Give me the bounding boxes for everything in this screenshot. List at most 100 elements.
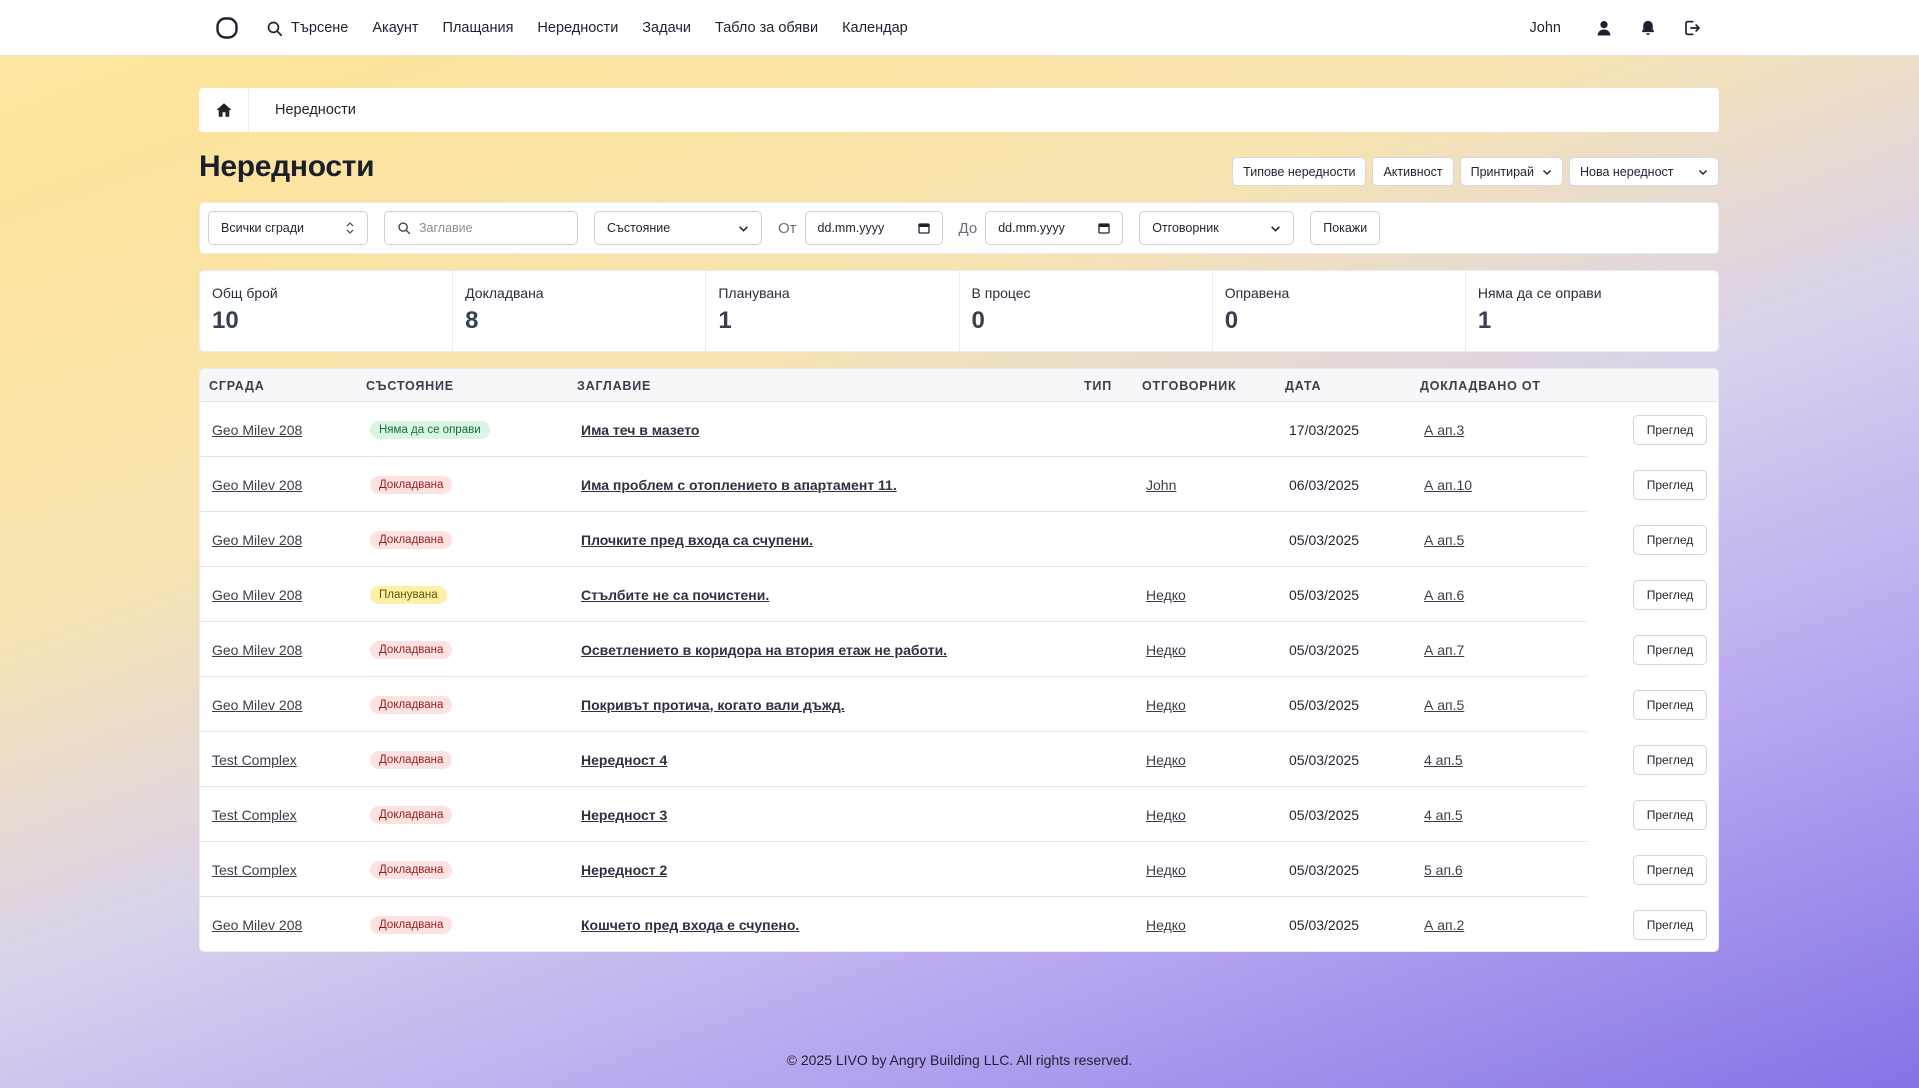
user-icon[interactable]	[1593, 17, 1615, 39]
view-button[interactable]: Преглед	[1633, 745, 1707, 775]
reported-by-link[interactable]: А ап.10	[1424, 476, 1473, 493]
to-date-input[interactable]: dd.mm.yyyy	[985, 211, 1124, 245]
building-link[interactable]: Geo Milev 208	[212, 696, 303, 713]
column-header-reported-by[interactable]: ДОКЛАДВАНО ОТ	[1420, 379, 1541, 393]
column-header-status[interactable]: СЪСТОЯНИЕ	[366, 379, 454, 393]
nav-item-calendar[interactable]: Календар	[842, 20, 908, 36]
reported-by-link[interactable]: А ап.6	[1424, 586, 1465, 603]
building-select-value: Всички сгради	[221, 221, 304, 235]
nav-search[interactable]: Търсене	[266, 20, 348, 37]
responsible-link[interactable]: Недко	[1146, 751, 1186, 768]
issue-title-link[interactable]: Има проблем с отоплението в апартамент 1…	[581, 476, 897, 493]
view-button[interactable]: Преглед	[1633, 855, 1707, 885]
column-header-title[interactable]: ЗАГЛАВИЕ	[577, 379, 652, 393]
reported-by-link[interactable]: А ап.3	[1424, 421, 1465, 438]
status-badge: Докладвана	[370, 860, 453, 879]
building-link[interactable]: Geo Milev 208	[212, 641, 303, 658]
responsible-select[interactable]: Отговорник	[1139, 211, 1295, 245]
reported-by-link[interactable]: 4 ап.5	[1424, 751, 1463, 768]
logout-icon[interactable]	[1681, 17, 1703, 39]
from-date-input[interactable]: dd.mm.yyyy	[804, 211, 943, 245]
app-logo-icon[interactable]	[215, 16, 239, 40]
nav-item-issues[interactable]: Нередности	[537, 20, 619, 36]
chevron-down-icon	[739, 225, 748, 232]
nav-item-tasks[interactable]: Задачи	[642, 20, 691, 36]
status-badge: Докладвана	[370, 475, 453, 494]
breadcrumb-current: Нередности	[275, 102, 356, 118]
view-button[interactable]: Преглед	[1633, 470, 1707, 500]
print-button[interactable]: Принтирай	[1459, 157, 1563, 186]
reported-by-link[interactable]: А ап.5	[1424, 696, 1465, 713]
table-row: Geo Milev 208 Докладвана Има проблем с ото…	[200, 457, 1718, 512]
activity-button[interactable]: Активност	[1372, 157, 1454, 186]
building-link[interactable]: Geo Milev 208	[212, 476, 303, 493]
user-name[interactable]: John	[1529, 20, 1561, 36]
status-select[interactable]: Състояние	[594, 211, 762, 245]
column-header-responsible[interactable]: ОТГОВОРНИК	[1142, 379, 1237, 393]
reported-by-link[interactable]: А ап.7	[1424, 641, 1465, 658]
issue-title-link[interactable]: Стълбите не са почистени.	[581, 586, 770, 603]
view-button[interactable]: Преглед	[1633, 635, 1707, 665]
status-badge: Докладвана	[370, 805, 453, 824]
nav-item-payments[interactable]: Плащания	[442, 20, 514, 36]
row-divider	[200, 731, 1587, 732]
view-button[interactable]: Преглед	[1633, 415, 1707, 445]
nav-item-board[interactable]: Табло за обяви	[714, 20, 819, 36]
building-link[interactable]: Geo Milev 208	[212, 531, 303, 548]
column-header-type[interactable]: ТИП	[1084, 379, 1113, 393]
stat-fixed: Оправена 0	[1213, 271, 1466, 351]
issue-title-link[interactable]: Има теч в мазето	[581, 421, 700, 438]
footer-copyright: © 2025 LIVO by Angry Building LLC. All r…	[786, 1052, 1133, 1068]
nav-item-account[interactable]: Акаунт	[372, 20, 419, 36]
responsible-link[interactable]: Недко	[1146, 586, 1186, 603]
view-button[interactable]: Преглед	[1633, 525, 1707, 555]
reported-by-link[interactable]: 5 ап.6	[1424, 861, 1463, 878]
issue-title-link[interactable]: Нередност 4	[581, 751, 668, 768]
responsible-link[interactable]: Недко	[1146, 806, 1186, 823]
new-issue-button[interactable]: Нова нередност	[1569, 157, 1719, 186]
home-icon	[216, 103, 231, 117]
column-header-building[interactable]: СГРАДА	[209, 379, 265, 393]
responsible-link[interactable]: Недко	[1146, 861, 1186, 878]
reported-by-link[interactable]: А ап.5	[1424, 531, 1465, 548]
building-link[interactable]: Test Complex	[212, 751, 297, 768]
responsible-link[interactable]: Недко	[1146, 916, 1186, 933]
column-header-date[interactable]: ДАТА	[1285, 379, 1322, 393]
issues-table: СГРАДА СЪСТОЯНИЕ ЗАГЛАВИЕ ТИП ОТГОВОРНИК…	[199, 368, 1719, 952]
building-link[interactable]: Geo Milev 208	[212, 916, 303, 933]
issue-title-link[interactable]: Плочките пред входа са счупени.	[581, 531, 813, 548]
breadcrumb-home[interactable]	[199, 88, 249, 132]
issue-title-link[interactable]: Нередност 3	[581, 806, 668, 823]
title-search-placeholder: Заглавие	[419, 221, 473, 235]
issue-title-link[interactable]: Нередност 2	[581, 861, 668, 878]
view-button[interactable]: Преглед	[1633, 800, 1707, 830]
building-select[interactable]: Всички сгради	[208, 211, 368, 245]
status-badge: Докладвана	[370, 530, 453, 549]
to-date-value: dd.mm.yyyy	[998, 221, 1065, 235]
building-link[interactable]: Geo Milev 208	[212, 586, 303, 603]
view-button[interactable]: Преглед	[1633, 910, 1707, 940]
reported-by-link[interactable]: 4 ап.5	[1424, 806, 1463, 823]
responsible-link[interactable]: John	[1146, 476, 1177, 493]
issue-types-button[interactable]: Типове нередности	[1232, 157, 1367, 186]
title-search-input[interactable]: Заглавие	[384, 211, 578, 245]
issue-title-link[interactable]: Покривът протича, когато вали дъжд.	[581, 696, 845, 713]
calendar-icon[interactable]	[917, 222, 930, 234]
calendar-icon[interactable]	[1098, 222, 1110, 234]
user-area: John	[1530, 0, 1703, 56]
status-badge: Докладвана	[370, 750, 453, 769]
issue-title-link[interactable]: Кошчето пред входа е счупено.	[581, 916, 800, 933]
bell-icon[interactable]	[1637, 17, 1659, 39]
building-link[interactable]: Geo Milev 208	[212, 421, 303, 438]
responsible-link[interactable]: Недко	[1146, 641, 1186, 658]
building-link[interactable]: Test Complex	[212, 806, 297, 823]
stat-value: 10	[212, 307, 239, 334]
building-link[interactable]: Test Complex	[212, 861, 297, 878]
show-button[interactable]: Покажи	[1310, 211, 1381, 245]
reported-by-link[interactable]: А ап.2	[1424, 916, 1465, 933]
table-row: Test Complex Докладвана Нередност 3 Недко 05…	[200, 787, 1718, 842]
view-button[interactable]: Преглед	[1633, 690, 1707, 720]
view-button[interactable]: Преглед	[1633, 580, 1707, 610]
issue-title-link[interactable]: Осветлението в коридора на втория етаж н…	[581, 641, 948, 658]
responsible-link[interactable]: Недко	[1146, 696, 1186, 713]
